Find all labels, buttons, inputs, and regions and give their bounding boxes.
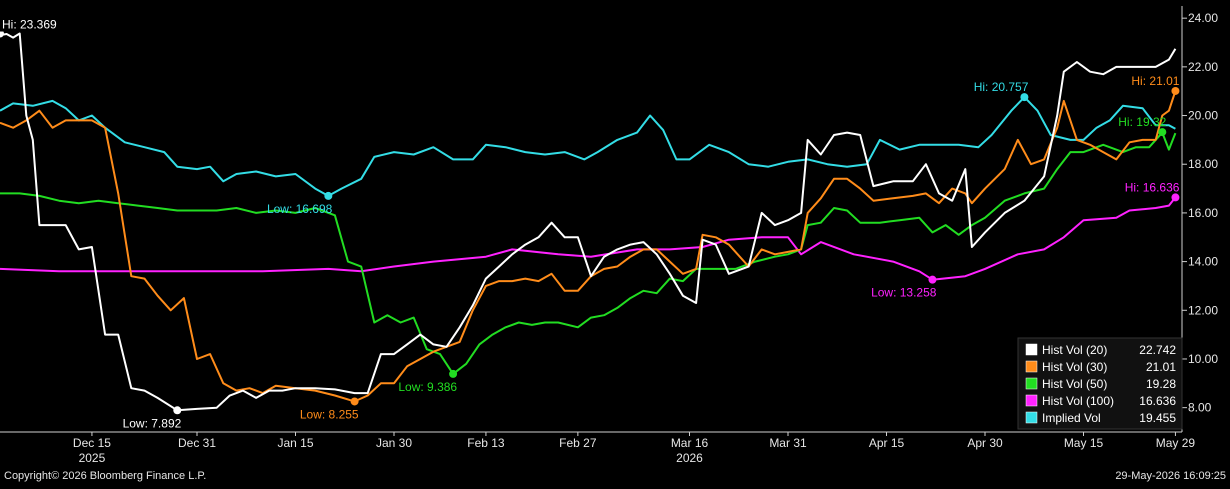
legend-entry-value: 16.636 <box>1139 394 1176 408</box>
legend-entry-value: 22.742 <box>1139 343 1176 357</box>
annotation-label: Hi: 23.369 <box>2 18 57 32</box>
annotation-label: Hi: 21.01 <box>1131 74 1179 88</box>
annotation-marker <box>1158 128 1167 137</box>
legend: Hist Vol (20) 22.742 Hist Vol (30) 21.01 His… <box>1017 337 1183 430</box>
x-tick-label: May 29 <box>1156 436 1196 450</box>
annotation-marker <box>1020 93 1029 102</box>
legend-entry-name: Hist Vol (100) <box>1042 394 1114 408</box>
annotation-marker <box>1171 193 1180 202</box>
series-line-hist-vol-100 <box>0 196 1177 281</box>
legend-entry-value: 19.28 <box>1146 377 1176 391</box>
x-tick-label: Feb 27 <box>559 436 597 450</box>
copyright-text: Copyright© 2026 Bloomberg Finance L.P. <box>4 470 206 482</box>
x-tick-label: Jan 30 <box>376 436 412 450</box>
x-tick-label: Mar 16 <box>671 436 709 450</box>
legend-box <box>1017 337 1183 430</box>
legend-entry-value: 21.01 <box>1146 360 1176 374</box>
y-tick-label: 22.00 <box>1188 60 1218 74</box>
x-tick-label: Apr 15 <box>869 436 905 450</box>
annotation-marker <box>173 406 182 415</box>
annotation-marker <box>449 369 458 378</box>
y-tick-label: 24.00 <box>1188 11 1218 25</box>
timestamp-text: 29-May-2026 16:09:25 <box>1115 470 1226 482</box>
series-line-hist-vol-20 <box>0 32 1177 412</box>
y-tick-label: 18.00 <box>1188 157 1218 171</box>
series-line-hist-vol-30 <box>0 90 1177 403</box>
x-tick-label: May 15 <box>1064 436 1104 450</box>
legend-swatch <box>1025 360 1038 373</box>
legend-entry-value: 19.455 <box>1139 411 1176 425</box>
annotation-marker <box>0 29 4 38</box>
x-tick-label: Apr 30 <box>967 436 1003 450</box>
annotation-label: Low: 7.892 <box>123 416 182 430</box>
series-lines <box>0 32 1177 412</box>
annotation-label: Low: 9.386 <box>398 380 457 394</box>
y-tick-label: 14.00 <box>1188 255 1218 269</box>
annotation-bg <box>0 15 67 32</box>
annotation-label: Hi: 20.757 <box>974 80 1029 94</box>
y-tick-label: 10.00 <box>1188 352 1218 366</box>
annotation-marker <box>324 191 333 200</box>
x-tick-label: Mar 31 <box>769 436 807 450</box>
legend-swatch <box>1025 394 1038 407</box>
legend-entry-name: Implied Vol <box>1042 411 1101 425</box>
x-year-label: 2025 <box>79 451 106 465</box>
annotation-marker <box>1171 86 1180 95</box>
annotation-label: Low: 13.258 <box>871 286 937 300</box>
annotations: Hi: 23.369 Low: 7.892 Low: 8.255 Low: 9.386… <box>0 15 1180 430</box>
annotation-label: Low: 16.698 <box>267 202 333 216</box>
axes: 8.00 10.00 12.00 14.00 16.00 18.00 20.00 22.00 2… <box>0 6 1218 465</box>
x-tick-label: Feb 13 <box>467 436 505 450</box>
annotation-label: Hi: 16.636 <box>1125 180 1180 194</box>
legend-entry-name: Hist Vol (20) <box>1042 343 1107 357</box>
y-tick-label: 20.00 <box>1188 109 1218 123</box>
annotation-label: Hi: 19.32 <box>1118 115 1166 129</box>
x-year-label: 2026 <box>676 451 703 465</box>
y-tick-label: 16.00 <box>1188 206 1218 220</box>
legend-swatch <box>1025 343 1038 356</box>
x-tick-label: Dec 15 <box>73 436 111 450</box>
legend-entry-name: Hist Vol (50) <box>1042 377 1107 391</box>
legend-swatch <box>1025 411 1038 424</box>
x-tick-label: Jan 15 <box>277 436 313 450</box>
legend-entry-name: Hist Vol (30) <box>1042 360 1107 374</box>
y-tick-label: 8.00 <box>1188 401 1212 415</box>
annotation-marker <box>350 397 359 406</box>
series-line-hist-vol-50 <box>0 131 1177 375</box>
series-line-implied-vol <box>0 96 1176 197</box>
annotation-label: Low: 8.255 <box>300 407 359 421</box>
legend-swatch <box>1025 377 1038 390</box>
x-tick-label: Dec 31 <box>178 436 216 450</box>
y-tick-label: 12.00 <box>1188 303 1218 317</box>
annotation-marker <box>928 275 937 284</box>
